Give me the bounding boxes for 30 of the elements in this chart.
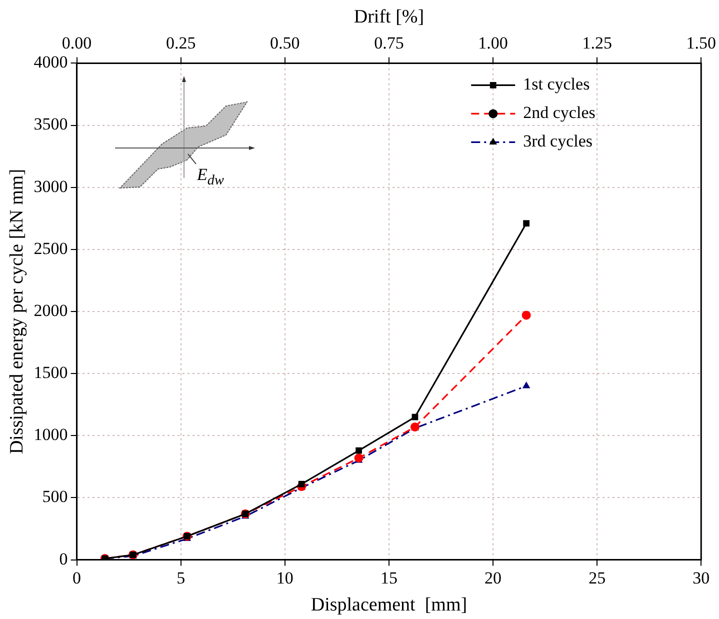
y-tick-label: 3000 [34, 176, 68, 196]
x2-tick-label: 0.25 [166, 33, 196, 52]
y-axis-title: Dissipated energy per cycle [kN mm] [6, 168, 28, 454]
x2-tick-label: 1.50 [686, 33, 716, 52]
legend-label: 2nd cycles [523, 103, 596, 122]
y-tick-label: 1000 [34, 425, 68, 444]
x-tick-label: 5 [176, 568, 186, 588]
x2-axis-title: Drift [%] [354, 6, 424, 28]
y-tick-label: 0 [59, 549, 68, 568]
x-tick-label: 25 [588, 568, 606, 588]
y-tick-label: 3500 [34, 114, 68, 134]
x-tick-label: 0 [72, 568, 82, 588]
y-tick-label: 2500 [34, 238, 68, 258]
y-tick-label: 1500 [34, 363, 68, 382]
x-axis-title: Displacement [mm] [310, 594, 468, 616]
x-tick-label: 20 [484, 568, 502, 588]
legend-label: 1st cycles [523, 74, 590, 94]
x-tick-label: 10 [276, 568, 294, 588]
y-tick-label: 4000 [34, 52, 68, 72]
x2-tick-label: 1.00 [478, 33, 508, 52]
y-tick-label: 2000 [34, 300, 68, 320]
y-tick-label: 500 [42, 487, 68, 506]
x-tick-label: 15 [380, 568, 398, 588]
legend-label: 3rd cycles [523, 132, 593, 151]
x2-tick-label: 0.50 [270, 33, 300, 52]
x-tick-label: 30 [692, 568, 710, 588]
annotation: E$_{dw}$ [197, 165, 224, 188]
x2-tick-label: 0.75 [374, 33, 404, 52]
x2-tick-label: 1.25 [582, 33, 612, 52]
x2-tick-label: 0.00 [62, 33, 92, 52]
